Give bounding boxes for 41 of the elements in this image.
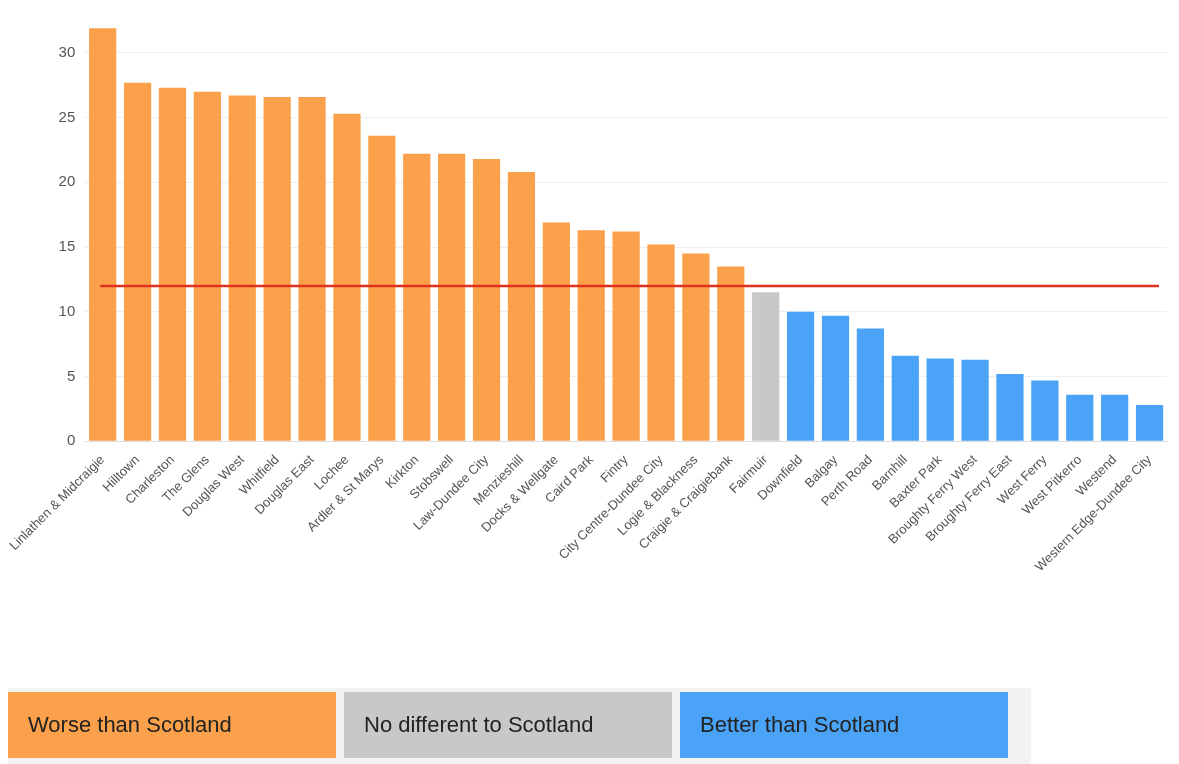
- bar: [1135, 405, 1164, 441]
- bar: [1066, 394, 1094, 441]
- bar: [961, 359, 989, 441]
- bar: [752, 292, 780, 441]
- bar: [577, 230, 605, 441]
- bar: [123, 82, 152, 441]
- y-tick-label: 15: [58, 237, 76, 255]
- bar: [333, 113, 361, 441]
- bar: [821, 315, 850, 441]
- bar: [717, 266, 745, 441]
- bar: [926, 358, 954, 441]
- text: Better than Scotland: [700, 712, 900, 738]
- bar: [1031, 380, 1059, 441]
- bar: [891, 355, 919, 441]
- bar: [298, 96, 326, 441]
- bar: [1101, 394, 1129, 441]
- bar: [507, 171, 536, 441]
- bar: [438, 153, 466, 441]
- bar: [786, 311, 815, 441]
- bar: [856, 328, 884, 441]
- bar: [158, 87, 187, 441]
- y-tick-label: 30: [58, 43, 76, 61]
- bar: [682, 253, 710, 441]
- bar: [403, 153, 431, 441]
- text: No different to Scotland: [364, 712, 594, 738]
- bar: [647, 244, 675, 441]
- bar: [996, 373, 1024, 441]
- bar: [89, 28, 117, 441]
- bar: [193, 91, 221, 441]
- bar: [263, 96, 291, 441]
- bar: [368, 135, 396, 441]
- y-tick-label: 25: [58, 107, 76, 125]
- bar: [542, 222, 570, 441]
- bar: [472, 159, 501, 441]
- y-tick-label: 5: [66, 366, 76, 384]
- y-tick-label: 0: [66, 431, 76, 449]
- text: Worse than Scotland: [28, 712, 232, 738]
- y-tick-label: 10: [58, 301, 76, 319]
- y-tick-label: 20: [58, 172, 76, 190]
- bar: [228, 95, 256, 441]
- bar: [612, 231, 640, 441]
